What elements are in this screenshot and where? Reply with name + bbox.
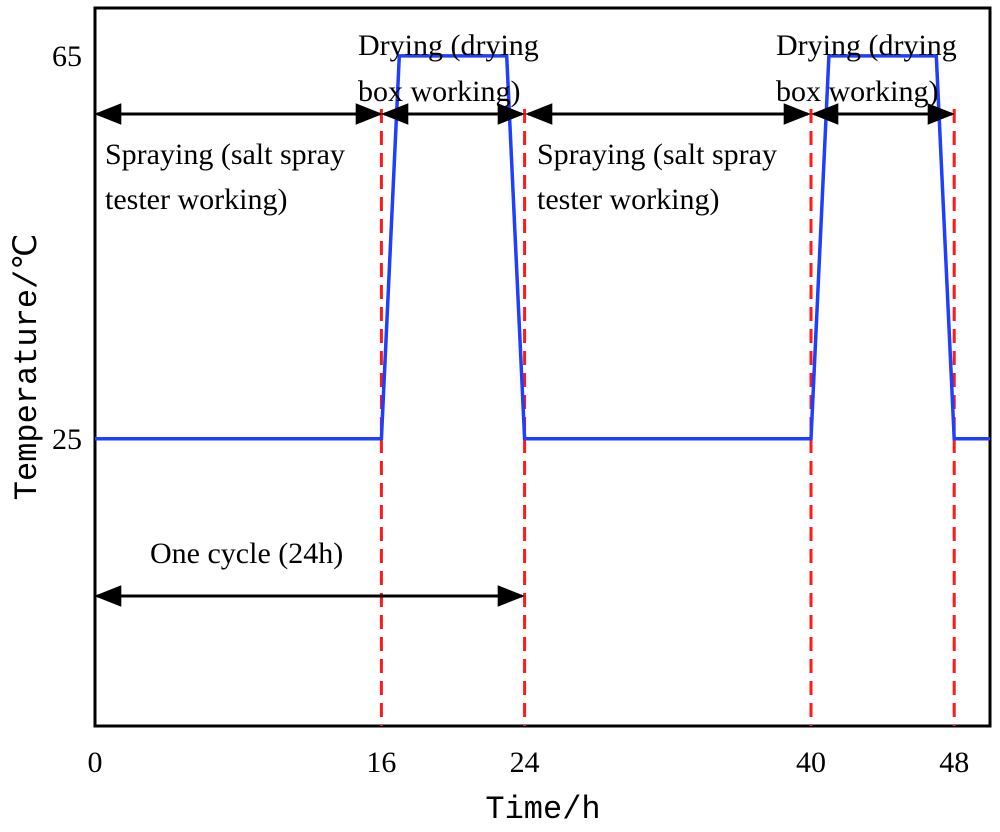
x-tick-labels: 0 16 24 40 48 [88,746,970,779]
x-tick-label-48: 48 [939,746,969,779]
x-axis-label: Time/h [485,791,600,828]
annotation-one-cycle: One cycle (24h) [150,537,343,570]
x-tick-label-40: 40 [796,746,826,779]
annotation-dry1: Drying (drying box working) [358,29,546,108]
plot-frame [93,6,992,728]
x-tick-label-24: 24 [510,746,540,779]
x-tick-label-0: 0 [88,746,103,779]
x-tick-label-16: 16 [366,746,396,779]
y-tick-labels: 25 65 [52,40,82,456]
temperature-series-line [95,54,990,441]
annotation-spray1: Spraying (salt spray tester working) [105,138,352,216]
y-tick-label-65: 65 [52,40,82,73]
annotation-dry2: Drying (drying box working) [776,29,964,108]
y-axis-label: Temperature/℃ [9,234,46,500]
y-tick-label-25: 25 [52,423,82,456]
annotation-spray2: Spraying (salt spray tester working) [537,138,784,216]
